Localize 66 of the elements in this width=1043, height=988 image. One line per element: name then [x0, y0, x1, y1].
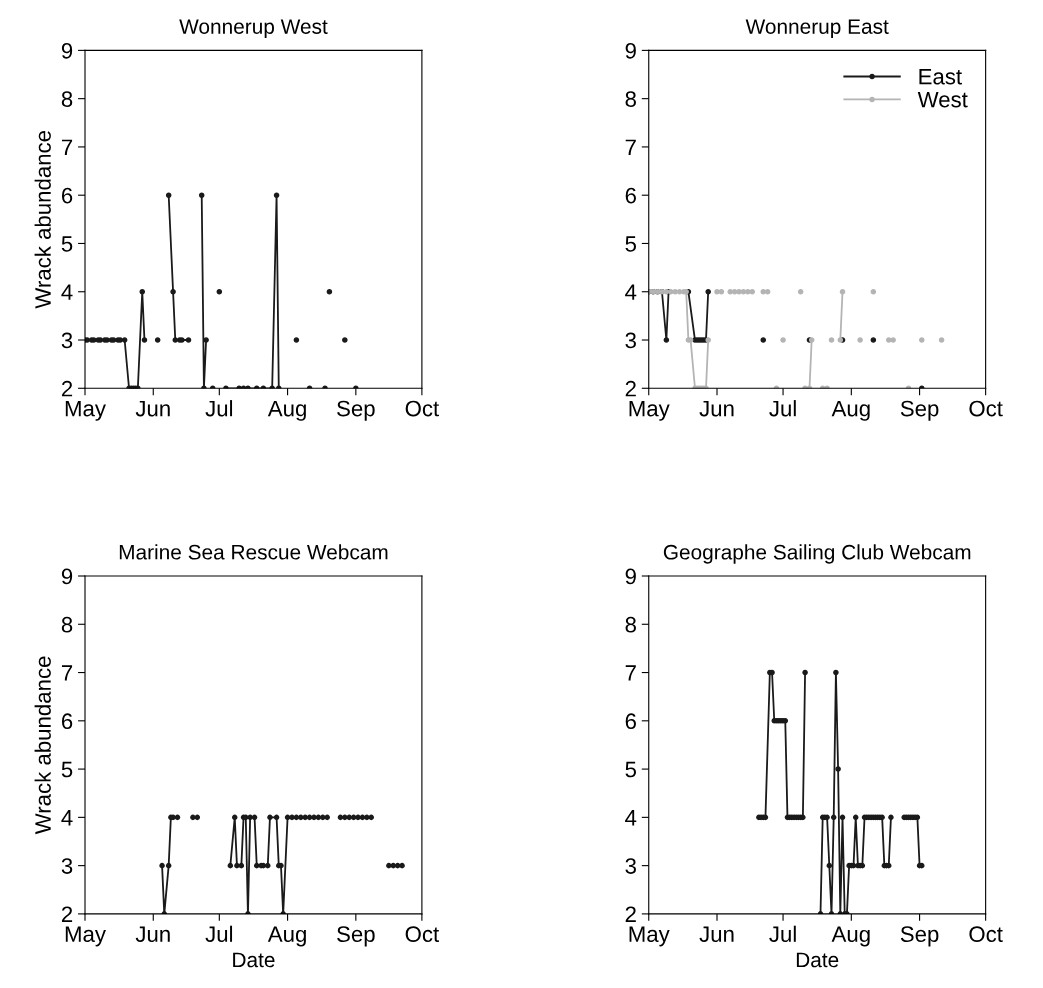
y-tick-label: 5	[61, 761, 73, 778]
x-tick-label: Jun	[699, 400, 734, 417]
x-tick-label: Jun	[135, 926, 170, 943]
y-tick-label: 9	[61, 42, 73, 59]
x-tick-label: May	[65, 400, 106, 421]
y-tick-label: 8	[625, 91, 636, 107]
x-tick-label: Aug	[831, 400, 870, 421]
y-tick-label: 5	[625, 761, 637, 778]
y-tick-label: 8	[625, 616, 636, 633]
y-tick-label: 8	[61, 616, 73, 633]
y-tick-label: 7	[61, 139, 73, 155]
y-tick-label: 9	[61, 568, 73, 585]
legend-label: East	[919, 68, 962, 85]
x-tick-label: Aug	[831, 926, 870, 947]
y-tick-label: 3	[61, 332, 73, 349]
y-tick-label: 3	[625, 858, 636, 874]
x-tick-label: Oct	[405, 926, 440, 943]
y-tick-label: 6	[625, 713, 636, 730]
x-tick-label: May	[629, 926, 670, 947]
x-tick-label: Sep	[337, 400, 375, 421]
x-tick-label: Aug	[267, 926, 306, 947]
legend-label: West	[917, 91, 968, 108]
y-tick-label: 2	[61, 380, 73, 397]
x-tick-label: Jul	[769, 400, 796, 417]
x-tick-label: Oct	[969, 400, 1003, 417]
y-tick-label: 5	[61, 236, 73, 252]
y-tick-label: 6	[625, 187, 636, 204]
chart-title: Marine Sea Rescue Webcam	[119, 544, 388, 560]
x-tick-label: Aug	[267, 400, 306, 421]
y-tick-label: 2	[625, 906, 636, 922]
chart-title: Wonnerup West	[179, 19, 328, 39]
x-tick-label: Jul	[205, 400, 233, 417]
y-tick-label: 7	[61, 665, 73, 681]
x-tick-label: May	[629, 400, 670, 421]
y-tick-label: 4	[625, 810, 637, 826]
y-tick-label: 2	[61, 906, 73, 922]
y-tick-label: 6	[61, 187, 73, 204]
y-tick-label: 9	[625, 42, 636, 59]
x-tick-label: Jun	[699, 926, 734, 943]
x-tick-label: Jul	[769, 925, 796, 943]
y-tick-label: 5	[625, 236, 637, 252]
x-tick-label: Oct	[969, 926, 1003, 943]
x-tick-label: Sep	[900, 400, 939, 421]
y-axis-title: Wrack abundance	[34, 130, 51, 309]
x-axis-title: Date	[796, 952, 839, 968]
x-tick-label: Sep	[337, 926, 375, 947]
y-tick-label: 4	[61, 284, 73, 300]
x-tick-label: May	[65, 926, 106, 947]
y-tick-label: 9	[625, 568, 636, 585]
y-tick-label: 8	[61, 91, 73, 107]
y-tick-label: 7	[625, 665, 636, 681]
x-tick-label: Jul	[205, 925, 233, 943]
chart-title: Wonnerup East	[745, 19, 889, 39]
y-tick-label: 2	[625, 380, 636, 397]
y-tick-label: 7	[625, 139, 636, 155]
y-tick-label: 3	[625, 332, 636, 349]
x-axis-title: Date	[233, 952, 275, 968]
y-axis-title: Wrack abundance	[34, 656, 51, 835]
y-tick-label: 4	[625, 284, 637, 300]
x-tick-label: Oct	[405, 400, 440, 417]
x-tick-label: Sep	[900, 926, 939, 947]
y-tick-label: 3	[61, 858, 73, 874]
chart-title: Geographe Sailing Club Webcam	[663, 544, 971, 564]
y-tick-label: 4	[61, 810, 73, 826]
y-tick-label: 6	[61, 713, 73, 730]
x-tick-label: Jun	[135, 400, 170, 417]
